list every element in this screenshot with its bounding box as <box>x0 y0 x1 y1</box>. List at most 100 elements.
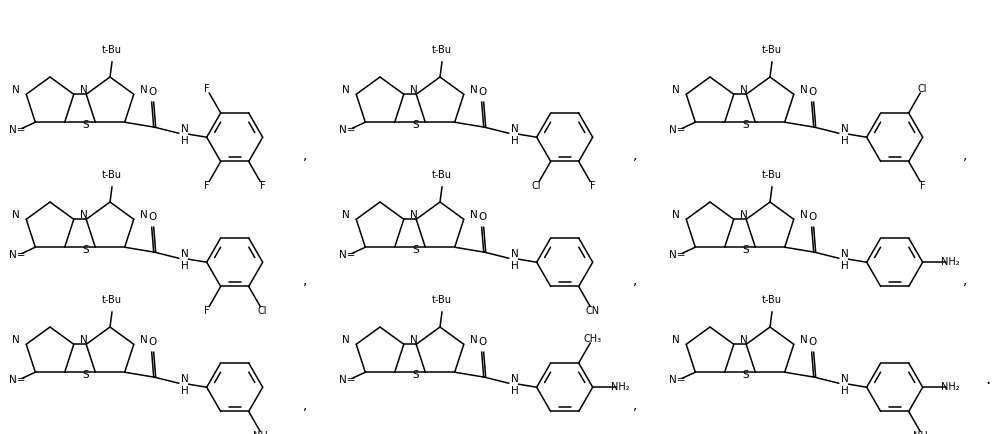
Text: H: H <box>181 261 189 271</box>
Text: N=: N= <box>339 250 356 260</box>
Text: H: H <box>181 136 189 146</box>
Text: H: H <box>841 261 849 271</box>
Text: N: N <box>181 249 189 259</box>
Text: N: N <box>511 374 519 384</box>
Text: t-Bu: t-Bu <box>432 295 452 305</box>
Text: N: N <box>800 335 808 345</box>
Text: N: N <box>740 335 748 345</box>
Text: t-Bu: t-Bu <box>432 45 452 55</box>
Text: H: H <box>181 386 189 396</box>
Text: N: N <box>511 249 519 259</box>
Text: NH₂: NH₂ <box>253 431 272 434</box>
Text: NH₂: NH₂ <box>941 382 960 392</box>
Text: ,: , <box>633 398 637 412</box>
Text: N: N <box>342 335 350 345</box>
Text: N: N <box>470 85 478 95</box>
Text: N: N <box>12 335 20 345</box>
Text: F: F <box>260 181 266 191</box>
Text: O: O <box>479 87 487 97</box>
Text: N=: N= <box>669 375 686 385</box>
Text: N: N <box>841 249 849 259</box>
Text: CN: CN <box>586 306 600 316</box>
Text: ,: , <box>303 398 307 412</box>
Text: F: F <box>204 84 210 94</box>
Text: N: N <box>181 124 189 134</box>
Text: N: N <box>841 124 849 134</box>
Text: S: S <box>82 370 89 380</box>
Text: F: F <box>204 181 210 191</box>
Text: N=: N= <box>9 375 26 385</box>
Text: H: H <box>511 261 519 271</box>
Text: ,: , <box>303 273 307 287</box>
Text: S: S <box>742 120 749 130</box>
Text: NH₂: NH₂ <box>941 257 960 267</box>
Text: O: O <box>479 337 487 347</box>
Text: .: . <box>985 370 991 388</box>
Text: S: S <box>82 120 89 130</box>
Text: N: N <box>410 85 418 95</box>
Text: H: H <box>841 136 849 146</box>
Text: N=: N= <box>669 250 686 260</box>
Text: Cl: Cl <box>918 84 927 94</box>
Text: N: N <box>410 210 418 220</box>
Text: N: N <box>140 85 148 95</box>
Text: N: N <box>80 85 88 95</box>
Text: N: N <box>511 124 519 134</box>
Text: S: S <box>82 245 89 255</box>
Text: N=: N= <box>339 125 356 135</box>
Text: t-Bu: t-Bu <box>762 45 782 55</box>
Text: N: N <box>800 85 808 95</box>
Text: N: N <box>12 210 20 220</box>
Text: N: N <box>12 85 20 95</box>
Text: CH₃: CH₃ <box>584 334 602 344</box>
Text: S: S <box>742 245 749 255</box>
Text: t-Bu: t-Bu <box>102 170 122 180</box>
Text: Cl: Cl <box>258 306 267 316</box>
Text: O: O <box>149 212 157 222</box>
Text: N=: N= <box>339 375 356 385</box>
Text: N: N <box>800 210 808 220</box>
Text: H: H <box>841 386 849 396</box>
Text: O: O <box>149 87 157 97</box>
Text: O: O <box>809 212 817 222</box>
Text: ,: , <box>633 148 637 162</box>
Text: N: N <box>410 335 418 345</box>
Text: N=: N= <box>9 250 26 260</box>
Text: F: F <box>920 181 926 191</box>
Text: ,: , <box>963 148 967 162</box>
Text: N: N <box>470 335 478 345</box>
Text: N: N <box>342 210 350 220</box>
Text: N: N <box>342 85 350 95</box>
Text: N: N <box>140 210 148 220</box>
Text: H: H <box>511 136 519 146</box>
Text: N: N <box>80 335 88 345</box>
Text: F: F <box>590 181 596 191</box>
Text: H: H <box>511 386 519 396</box>
Text: F: F <box>204 306 210 316</box>
Text: ,: , <box>633 273 637 287</box>
Text: N: N <box>672 85 680 95</box>
Text: S: S <box>412 120 419 130</box>
Text: N: N <box>470 210 478 220</box>
Text: t-Bu: t-Bu <box>102 295 122 305</box>
Text: S: S <box>412 370 419 380</box>
Text: S: S <box>412 245 419 255</box>
Text: t-Bu: t-Bu <box>762 295 782 305</box>
Text: S: S <box>742 370 749 380</box>
Text: N: N <box>740 85 748 95</box>
Text: N: N <box>140 335 148 345</box>
Text: N=: N= <box>9 125 26 135</box>
Text: ,: , <box>303 148 307 162</box>
Text: O: O <box>149 337 157 347</box>
Text: t-Bu: t-Bu <box>102 45 122 55</box>
Text: N: N <box>672 335 680 345</box>
Text: N: N <box>672 210 680 220</box>
Text: N=: N= <box>669 125 686 135</box>
Text: O: O <box>479 212 487 222</box>
Text: N: N <box>181 374 189 384</box>
Text: t-Bu: t-Bu <box>762 170 782 180</box>
Text: t-Bu: t-Bu <box>432 170 452 180</box>
Text: O: O <box>809 87 817 97</box>
Text: N: N <box>80 210 88 220</box>
Text: N: N <box>841 374 849 384</box>
